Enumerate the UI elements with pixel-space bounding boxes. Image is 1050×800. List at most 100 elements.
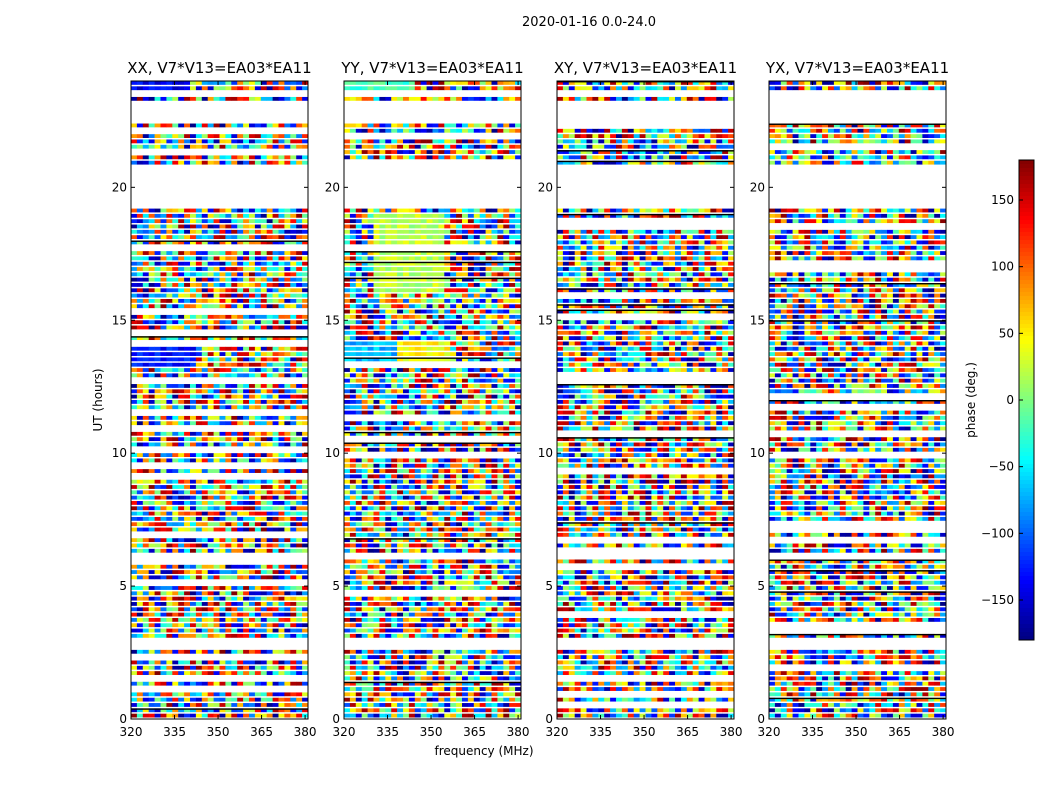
phase-cell	[462, 431, 469, 436]
phase-cell	[462, 394, 469, 399]
phase-cell	[438, 405, 445, 410]
phase-cell	[385, 485, 392, 489]
phase-cell	[207, 612, 214, 617]
phase-cell	[432, 442, 439, 447]
phase-cell	[207, 272, 214, 277]
phase-cell	[260, 240, 267, 245]
phase-cell	[207, 692, 214, 697]
phase-cell	[243, 86, 250, 91]
phase-cell	[361, 426, 368, 431]
phase-cell	[243, 346, 250, 351]
phase-cell	[497, 256, 504, 261]
phase-cell	[397, 671, 404, 675]
phase-cell	[302, 160, 309, 165]
phase-cell	[225, 469, 232, 473]
phase-cell	[438, 490, 445, 495]
phase-cell	[462, 288, 469, 293]
phase-cell	[344, 538, 351, 543]
phase-cell	[456, 298, 463, 303]
phase-cell	[403, 469, 410, 473]
phase-cell	[243, 389, 250, 394]
phase-cell	[243, 213, 250, 218]
phase-cell	[397, 527, 404, 532]
phase-cell	[213, 538, 220, 543]
phase-cell	[479, 352, 486, 356]
phase-cell	[344, 485, 351, 489]
phase-cell	[213, 703, 220, 707]
phase-cell	[266, 400, 273, 404]
phase-cell	[136, 511, 144, 516]
phase-cell	[278, 235, 285, 240]
phase-cell	[237, 479, 244, 484]
phase-cell	[237, 591, 244, 596]
phase-cell	[450, 676, 457, 681]
phase-cell	[272, 437, 279, 442]
phase-cell	[266, 373, 273, 378]
phase-cell	[426, 548, 433, 553]
phase-cell	[260, 293, 267, 298]
phase-cell	[225, 314, 232, 319]
phase-cell	[237, 607, 244, 612]
phase-cell	[391, 421, 398, 426]
phase-cell	[290, 352, 297, 356]
phase-cell	[479, 511, 486, 516]
phase-cell	[272, 283, 279, 287]
phase-cell	[296, 506, 303, 511]
phase-cell	[450, 655, 457, 660]
phase-cell	[136, 602, 144, 606]
phase-cell	[260, 708, 267, 713]
phase-cell	[172, 543, 179, 548]
phase-cell	[414, 336, 421, 341]
phase-cell	[184, 617, 191, 622]
phase-cell	[243, 81, 250, 85]
x-tick-label: 320	[120, 725, 143, 739]
phase-cell	[172, 155, 179, 160]
phase-cell	[408, 288, 416, 293]
phase-cell	[509, 378, 516, 383]
phase-cell	[136, 86, 144, 91]
phase-cell	[373, 357, 380, 362]
phase-cell	[272, 458, 279, 463]
phase-cell	[148, 586, 155, 590]
phase-cell	[266, 235, 273, 240]
phase-cell	[414, 447, 421, 452]
phase-cell	[361, 474, 368, 479]
phase-cell	[154, 362, 161, 367]
phase-cell	[420, 288, 427, 293]
phase-cell	[491, 458, 498, 463]
phase-cell	[503, 442, 510, 447]
phase-cell	[284, 208, 291, 213]
phase-cell	[213, 671, 220, 675]
phase-cell	[166, 501, 173, 505]
phase-cell	[408, 676, 416, 681]
phase-cell	[414, 602, 421, 606]
phase-cell	[213, 660, 220, 665]
phase-cell	[142, 288, 149, 293]
phase-cell	[266, 357, 273, 362]
phase-cell	[373, 676, 380, 681]
phase-cell	[509, 501, 516, 505]
phase-cell	[201, 458, 208, 463]
phase-cell	[260, 224, 267, 229]
phase-cell	[254, 522, 262, 527]
phase-cell	[373, 469, 380, 473]
phase-cell	[491, 256, 498, 261]
phase-cell	[207, 208, 214, 213]
phase-cell	[131, 506, 138, 511]
phase-cell	[444, 447, 451, 452]
phase-cell	[290, 373, 297, 378]
phase-cell	[355, 511, 362, 516]
phase-cell	[272, 415, 279, 420]
phase-cell	[136, 485, 144, 489]
phase-cell	[373, 447, 380, 452]
phase-cell	[432, 617, 439, 622]
phase-cell	[450, 357, 457, 362]
phase-cell	[355, 447, 362, 452]
phase-cell	[485, 660, 492, 665]
phase-cell	[160, 293, 167, 298]
phase-cell	[467, 485, 475, 489]
phase-cell	[403, 548, 410, 553]
phase-cell	[467, 320, 475, 325]
phase-cell	[219, 155, 226, 160]
phase-cell	[361, 373, 368, 378]
